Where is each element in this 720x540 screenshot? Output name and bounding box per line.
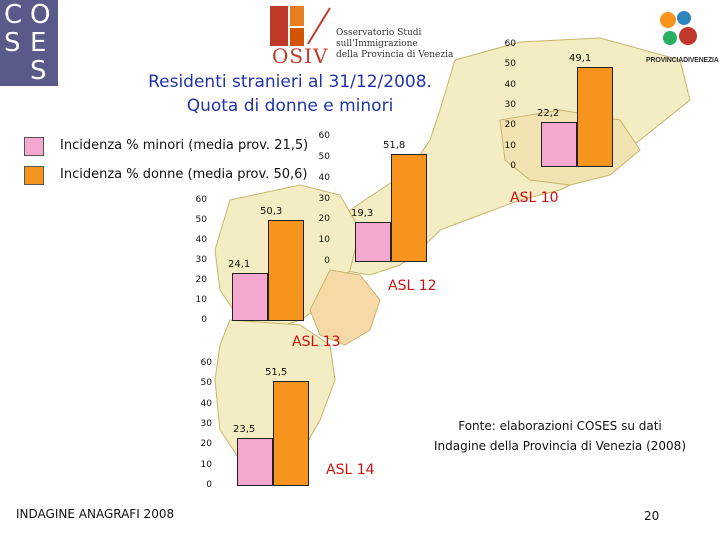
donne-bar bbox=[391, 154, 427, 262]
y-tick-label: 20 bbox=[318, 214, 330, 225]
y-tick-label: 50 bbox=[504, 59, 516, 70]
asl-label-10: ASL 10 bbox=[510, 190, 559, 206]
osiv-name: OSIV bbox=[272, 44, 329, 68]
map-region-venice bbox=[309, 269, 381, 346]
osiv-description: Osservatorio Studi sull'Immigrazione del… bbox=[336, 28, 454, 60]
donne-bar bbox=[268, 220, 304, 321]
coses-letter: S bbox=[4, 28, 21, 58]
minori-value-label: 23,5 bbox=[233, 424, 256, 436]
legend-label-minori: Incidenza % minori (media prov. 21,5) bbox=[60, 138, 309, 153]
y-tick-label: 30 bbox=[318, 193, 330, 204]
coses-letter: S bbox=[30, 56, 47, 86]
y-tick-label: 10 bbox=[195, 295, 207, 305]
legend-swatch-donne bbox=[24, 166, 44, 185]
donne-value-label: 51,5 bbox=[265, 367, 288, 379]
minori-bar bbox=[541, 121, 577, 167]
y-tick-label: 40 bbox=[195, 235, 207, 245]
y-tick-label: 50 bbox=[318, 151, 330, 162]
asl-label-14: ASL 14 bbox=[326, 462, 375, 478]
chart-title-line1: Residenti stranieri al 31/12/2008. bbox=[148, 72, 432, 92]
y-tick-label: 40 bbox=[504, 79, 516, 90]
asl-label-12: ASL 12 bbox=[388, 278, 437, 294]
y-tick-label: 60 bbox=[318, 131, 330, 141]
y-tick-label: 20 bbox=[195, 275, 207, 285]
osiv-logo-icon bbox=[270, 6, 331, 46]
y-tick-label: 60 bbox=[195, 195, 207, 205]
donne-bar bbox=[273, 381, 309, 486]
y-tick-label: 30 bbox=[195, 255, 207, 265]
coses-letter: O bbox=[30, 0, 51, 30]
coses-letter: E bbox=[30, 28, 47, 58]
provincia-logo-icon bbox=[660, 11, 697, 45]
minori-bar bbox=[237, 438, 273, 486]
asl-label-13: ASL 13 bbox=[292, 334, 341, 350]
y-tick-label: 0 bbox=[324, 256, 330, 266]
donne-value-label: 49,1 bbox=[569, 53, 592, 65]
y-tick-label: 50 bbox=[195, 215, 207, 225]
minori-value-label: 19,3 bbox=[351, 207, 374, 219]
legend-label-donne: Incidenza % donne (media prov. 50,6) bbox=[60, 167, 308, 182]
chart-title-line2: Quota di donne e minori bbox=[186, 96, 394, 116]
minori-value-label: 24,1 bbox=[228, 258, 251, 270]
y-tick-label: 20 bbox=[200, 439, 212, 450]
coses-letter: C bbox=[4, 0, 23, 30]
minori-bar bbox=[355, 221, 391, 262]
provincia-name: PROVINCIADIVENEZIA bbox=[646, 57, 719, 64]
y-tick-label: 10 bbox=[200, 459, 212, 470]
y-tick-label: 10 bbox=[504, 140, 516, 151]
y-tick-label: 0 bbox=[206, 480, 212, 490]
donne-value-label: 50,3 bbox=[260, 206, 283, 218]
legend-swatch-minori bbox=[24, 137, 44, 156]
y-tick-label: 10 bbox=[318, 235, 330, 246]
coses-logo: C O S E S bbox=[0, 0, 58, 86]
y-tick-label: 0 bbox=[510, 161, 516, 171]
y-tick-label: 50 bbox=[200, 378, 212, 389]
y-tick-label: 0 bbox=[201, 315, 207, 325]
y-tick-label: 40 bbox=[318, 172, 330, 183]
page-number: 20 bbox=[644, 509, 660, 523]
y-tick-label: 40 bbox=[200, 398, 212, 409]
y-tick-label: 30 bbox=[504, 100, 516, 110]
source-note: Fonte: elaborazioni COSES su dati Indagi… bbox=[434, 419, 686, 453]
minori-value-label: 22,2 bbox=[537, 107, 560, 119]
minori-bar bbox=[232, 272, 268, 321]
footer-text: INDAGINE ANAGRAFI 2008 bbox=[16, 507, 175, 521]
y-tick-label: 60 bbox=[504, 39, 516, 49]
donne-bar bbox=[577, 67, 613, 167]
y-tick-label: 60 bbox=[200, 358, 212, 368]
y-tick-label: 20 bbox=[504, 120, 516, 131]
y-tick-label: 30 bbox=[200, 419, 212, 429]
donne-value-label: 51,8 bbox=[383, 140, 406, 152]
